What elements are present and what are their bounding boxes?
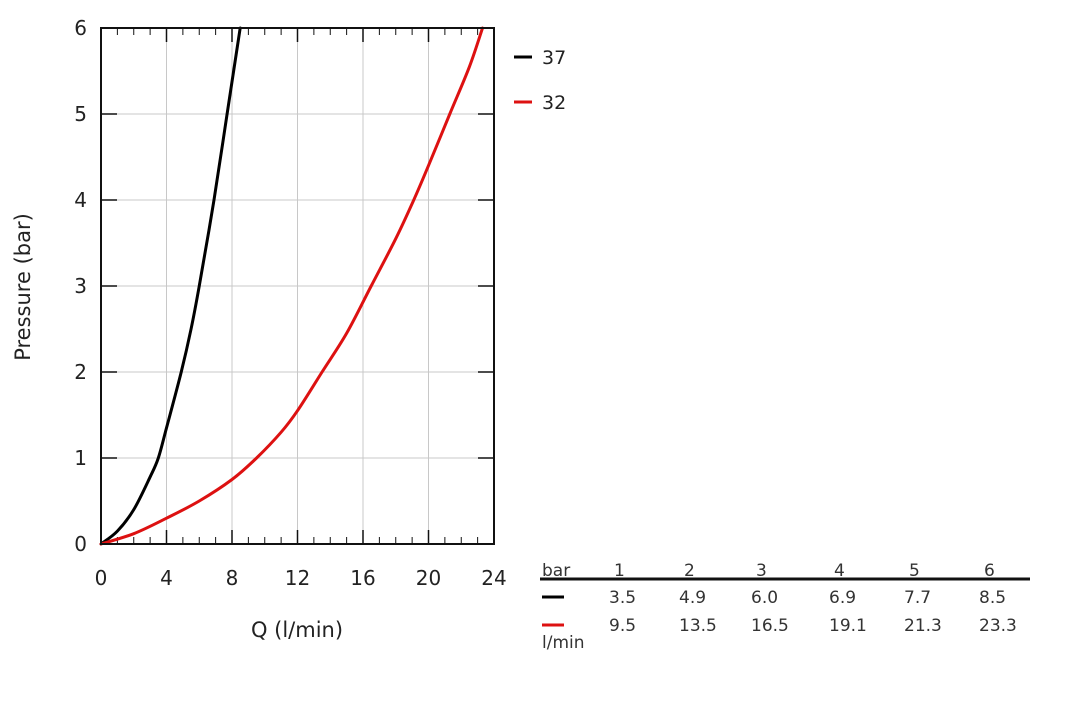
table-cell: 7.7 [904, 588, 931, 608]
table-cell: 23.3 [979, 616, 1017, 636]
table-column-header: 1 [614, 561, 625, 581]
y-tick-labels: 0 1 2 3 4 5 6 [74, 16, 87, 556]
y-tick-label: 3 [74, 274, 87, 298]
x-tick-label: 16 [350, 566, 375, 590]
table-header-label: bar [542, 561, 570, 581]
table-cell: 4.9 [679, 588, 706, 608]
y-tick-label: 5 [74, 102, 87, 126]
grid [101, 28, 494, 544]
y-tick-label: 1 [74, 446, 87, 470]
table-cell: 6.0 [751, 588, 778, 608]
table-cell: 21.3 [904, 616, 942, 636]
legend-label: 37 [542, 47, 566, 69]
y-axis-title: Pressure (bar) [11, 213, 35, 361]
table-column-header: 6 [984, 561, 995, 581]
series-lines [99, 26, 485, 546]
table-cell: 16.5 [751, 616, 789, 636]
legend-label: 32 [542, 92, 566, 114]
y-tick-label: 4 [74, 188, 87, 212]
x-tick-label: 20 [416, 566, 441, 590]
x-tick-label: 0 [95, 566, 108, 590]
y-tick-label: 6 [74, 16, 87, 40]
x-tick-labels: 0 4 8 12 16 20 24 [95, 566, 507, 590]
legend: 37 32 [514, 47, 566, 114]
x-tick-label: 4 [160, 566, 173, 590]
table-cell: 13.5 [679, 616, 717, 636]
table-column-header: 5 [909, 561, 920, 581]
table-unit-label: l/min [542, 633, 585, 653]
y-tick-label: 2 [74, 360, 87, 384]
table-cell: 9.5 [609, 616, 636, 636]
y-tick-label: 0 [74, 532, 87, 556]
table-cell: 6.9 [829, 588, 856, 608]
plot-frame [100, 27, 495, 545]
series-line-37 [99, 26, 242, 546]
table-column-header: 2 [684, 561, 695, 581]
x-tick-label: 24 [481, 566, 506, 590]
x-tick-label: 12 [285, 566, 310, 590]
table-cell: 3.5 [609, 588, 636, 608]
table-cell: 8.5 [979, 588, 1006, 608]
x-axis-title: Q (l/min) [251, 618, 343, 642]
table-cell: 19.1 [829, 616, 867, 636]
table-column-header: 4 [834, 561, 845, 581]
data-table: bar 1 2 3 4 5 6 3.5 4.9 6.0 6.9 7.7 8.5 9.5 13.5 16.5 19… [540, 561, 1030, 653]
series-line-32 [99, 26, 485, 546]
x-tick-label: 8 [226, 566, 239, 590]
table-column-header: 3 [756, 561, 767, 581]
